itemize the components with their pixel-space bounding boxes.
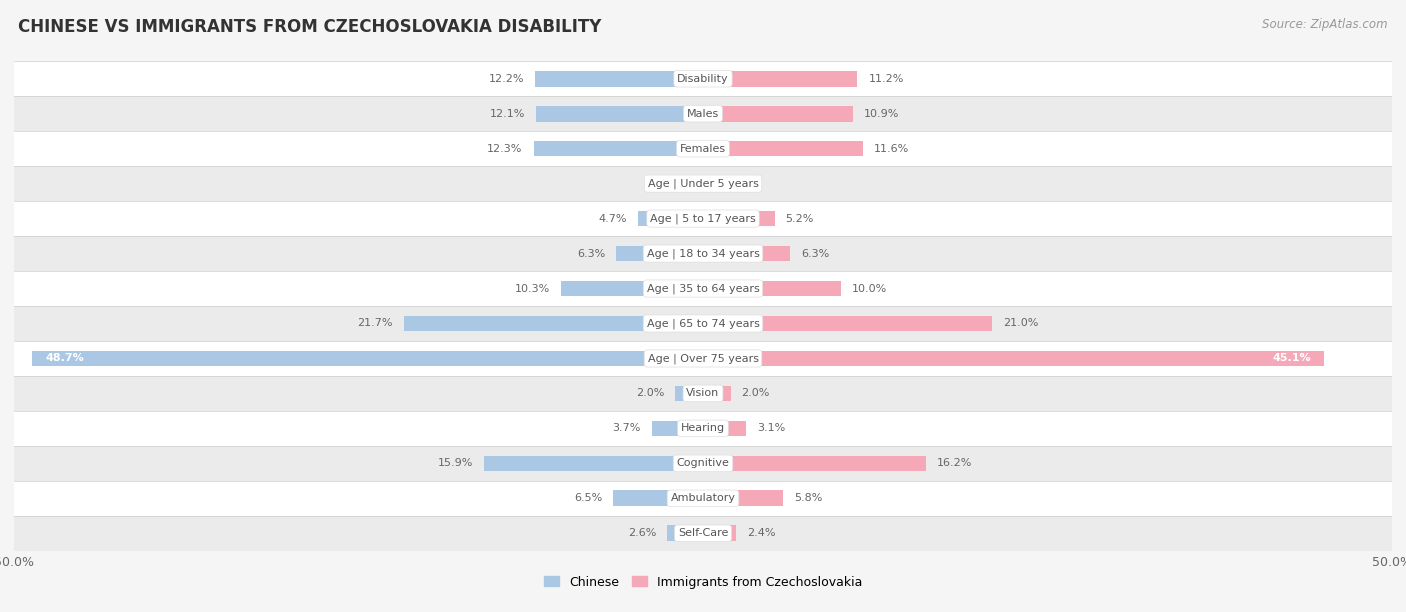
Bar: [668, 526, 703, 541]
Text: Age | 65 to 74 years: Age | 65 to 74 years: [647, 318, 759, 329]
Text: Males: Males: [688, 109, 718, 119]
Text: 11.2%: 11.2%: [869, 73, 904, 84]
Text: 6.3%: 6.3%: [576, 248, 605, 258]
Text: 48.7%: 48.7%: [46, 354, 84, 364]
Bar: [14, 481, 1392, 516]
Bar: [703, 176, 720, 192]
Bar: [14, 376, 1392, 411]
Text: 45.1%: 45.1%: [1272, 354, 1310, 364]
Text: 5.8%: 5.8%: [794, 493, 823, 503]
Bar: [703, 420, 745, 436]
Text: 2.0%: 2.0%: [636, 389, 665, 398]
Text: 4.7%: 4.7%: [599, 214, 627, 223]
Text: Disability: Disability: [678, 73, 728, 84]
Bar: [703, 316, 993, 331]
Text: CHINESE VS IMMIGRANTS FROM CZECHOSLOVAKIA DISABILITY: CHINESE VS IMMIGRANTS FROM CZECHOSLOVAKI…: [18, 18, 602, 36]
Text: 3.1%: 3.1%: [756, 424, 785, 433]
Bar: [14, 341, 1392, 376]
Bar: [561, 281, 703, 296]
Text: 10.9%: 10.9%: [865, 109, 900, 119]
Text: 1.1%: 1.1%: [648, 179, 676, 188]
Text: 21.0%: 21.0%: [1004, 318, 1039, 329]
Bar: [14, 271, 1392, 306]
Text: Females: Females: [681, 144, 725, 154]
Bar: [404, 316, 703, 331]
Text: 1.2%: 1.2%: [731, 179, 759, 188]
Bar: [703, 106, 853, 122]
Bar: [703, 351, 1324, 367]
Text: 2.4%: 2.4%: [747, 528, 776, 539]
Text: Age | Under 5 years: Age | Under 5 years: [648, 178, 758, 189]
Bar: [14, 411, 1392, 446]
Bar: [14, 166, 1392, 201]
Text: Age | 5 to 17 years: Age | 5 to 17 years: [650, 214, 756, 224]
Text: 10.0%: 10.0%: [852, 283, 887, 294]
Bar: [688, 176, 703, 192]
Text: Cognitive: Cognitive: [676, 458, 730, 468]
Legend: Chinese, Immigrants from Czechoslovakia: Chinese, Immigrants from Czechoslovakia: [538, 570, 868, 594]
Bar: [534, 71, 703, 86]
Text: 10.3%: 10.3%: [515, 283, 550, 294]
Bar: [703, 245, 790, 261]
Bar: [14, 131, 1392, 166]
Bar: [14, 236, 1392, 271]
Bar: [652, 420, 703, 436]
Bar: [675, 386, 703, 401]
Text: 6.3%: 6.3%: [801, 248, 830, 258]
Text: 12.1%: 12.1%: [489, 109, 526, 119]
Bar: [14, 446, 1392, 481]
Bar: [616, 245, 703, 261]
Bar: [484, 455, 703, 471]
Text: Vision: Vision: [686, 389, 720, 398]
Bar: [703, 141, 863, 157]
Text: 11.6%: 11.6%: [875, 144, 910, 154]
Text: Ambulatory: Ambulatory: [671, 493, 735, 503]
Text: 16.2%: 16.2%: [938, 458, 973, 468]
Bar: [703, 71, 858, 86]
Bar: [14, 201, 1392, 236]
Text: 2.0%: 2.0%: [741, 389, 770, 398]
Bar: [703, 455, 927, 471]
Bar: [533, 141, 703, 157]
Text: 3.7%: 3.7%: [613, 424, 641, 433]
Text: Source: ZipAtlas.com: Source: ZipAtlas.com: [1263, 18, 1388, 31]
Text: Age | 35 to 64 years: Age | 35 to 64 years: [647, 283, 759, 294]
Text: 21.7%: 21.7%: [357, 318, 392, 329]
Bar: [638, 211, 703, 226]
Text: Hearing: Hearing: [681, 424, 725, 433]
Bar: [14, 516, 1392, 551]
Bar: [613, 490, 703, 506]
Bar: [703, 211, 775, 226]
Bar: [14, 306, 1392, 341]
Bar: [536, 106, 703, 122]
Text: Age | 18 to 34 years: Age | 18 to 34 years: [647, 248, 759, 259]
Text: Age | Over 75 years: Age | Over 75 years: [648, 353, 758, 364]
Bar: [703, 490, 783, 506]
Text: Self-Care: Self-Care: [678, 528, 728, 539]
Text: 5.2%: 5.2%: [786, 214, 814, 223]
Text: 15.9%: 15.9%: [437, 458, 472, 468]
Bar: [14, 61, 1392, 96]
Bar: [703, 526, 737, 541]
Bar: [703, 386, 731, 401]
Text: 12.2%: 12.2%: [488, 73, 524, 84]
Bar: [32, 351, 703, 367]
Bar: [14, 96, 1392, 131]
Text: 2.6%: 2.6%: [627, 528, 657, 539]
Text: 12.3%: 12.3%: [486, 144, 523, 154]
Text: 6.5%: 6.5%: [574, 493, 602, 503]
Bar: [703, 281, 841, 296]
